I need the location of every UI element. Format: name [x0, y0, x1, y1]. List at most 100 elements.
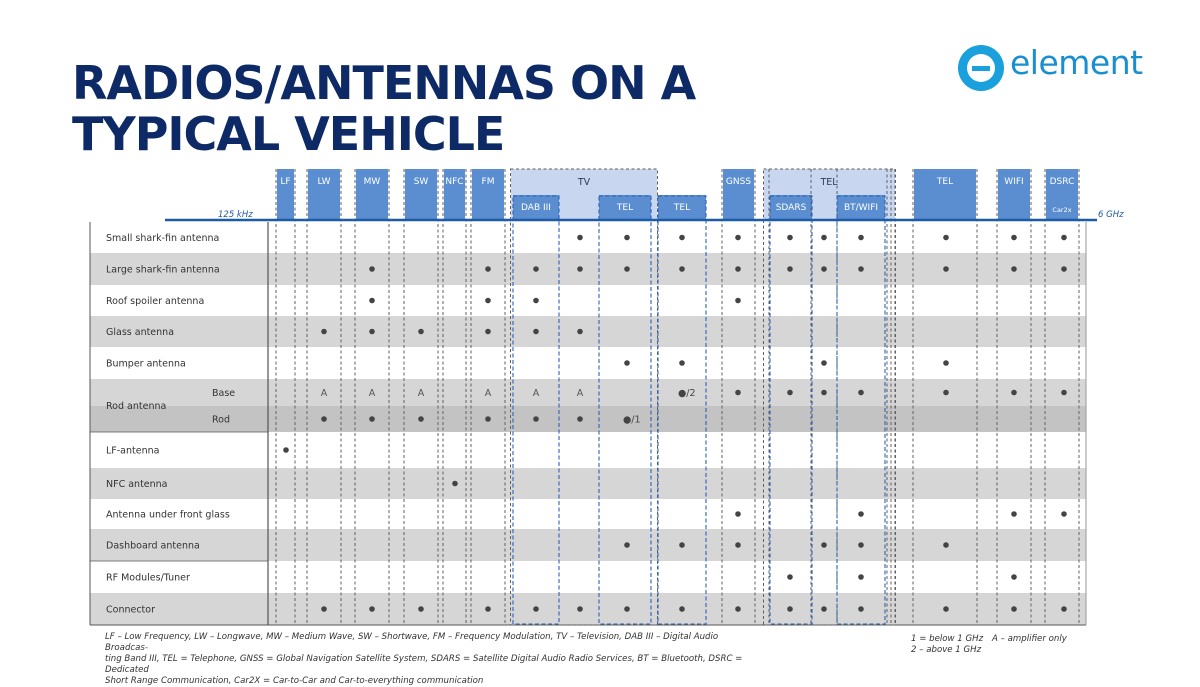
band-box-1 [308, 169, 340, 219]
mark-r12-c3 [418, 606, 424, 612]
mark-r9-c13 [858, 511, 864, 517]
row-label-5: Rod antenna [106, 401, 166, 412]
mark-r5-c1: A [321, 388, 328, 399]
sub-band-outline-2 [657, 195, 707, 625]
row-label-3: Glass antenna [106, 327, 174, 338]
mark-r1-c12 [821, 266, 827, 272]
mark-r5-c13 [858, 389, 864, 396]
row-label-2: Roof spoiler antenna [106, 296, 204, 307]
mark-r0-c7 [577, 234, 583, 241]
mark-r4-c9 [679, 360, 685, 366]
band-box-4 [444, 169, 465, 219]
band-box-5 [472, 169, 504, 219]
mark-r12-c7 [577, 606, 583, 612]
band-label-11: BT/WIFI [844, 203, 878, 213]
mark-r5-c15 [1011, 389, 1017, 396]
title-line-2: TYPICAL VEHICLE [72, 107, 505, 161]
row-label-7: LF-antenna [106, 446, 159, 457]
band-box-2 [356, 169, 388, 219]
mark-r4-c8 [624, 360, 630, 366]
band-box-3 [405, 169, 437, 219]
mark-r5-c12 [821, 389, 827, 396]
mark-r5-c6: A [533, 388, 540, 399]
band-box-13 [998, 169, 1030, 219]
band-label-3: SW [414, 177, 429, 187]
row-label-0: Small shark-fin antenna [106, 233, 219, 244]
mark-r0-c9 [679, 234, 685, 241]
mark-r10-c10 [735, 542, 741, 548]
mark-r6-c3 [418, 416, 424, 422]
sub-band-outline-0 [512, 195, 560, 625]
mark-r6-c5 [485, 416, 491, 422]
mark-r5-c7: A [577, 388, 584, 399]
row-bg-5 [90, 379, 1086, 406]
mark-r0-c8 [624, 234, 630, 241]
mark-r10-c14 [943, 542, 949, 548]
mark-r6-c6 [533, 416, 539, 422]
mark-r5-c10 [735, 389, 741, 396]
mark-r12-c2 [369, 606, 375, 612]
band-box-9 [723, 169, 754, 219]
row-label-9: Antenna under front glass [106, 510, 230, 521]
mark-r1-c9 [679, 266, 685, 272]
mark-r5-c11 [787, 389, 793, 396]
row-bg-1 [90, 253, 1086, 285]
legend-line-1: LF – Low Frequency, LW – Longwave, MW – … [105, 632, 719, 653]
mark-r0-c10 [735, 234, 741, 241]
element-logo: element [958, 43, 1158, 91]
band-label-12: TEL [936, 177, 953, 187]
sub-band-outline-3 [769, 195, 813, 625]
mark-r1-c7 [577, 266, 583, 272]
row-bg-10 [90, 529, 1086, 561]
mark-r12-c8 [624, 606, 630, 612]
band-label-6: DAB III [521, 203, 551, 213]
row-label-8: NFC antenna [106, 479, 168, 490]
mark-r10-c12 [821, 542, 827, 548]
element-logo-icon [958, 45, 1004, 91]
note-below-1ghz: 1 = below 1 GHz [911, 634, 984, 644]
mark-r0-c11 [787, 234, 793, 241]
mark-r12-c12 [821, 606, 827, 612]
mark-r1-c8 [624, 266, 630, 272]
band-label-7: TEL [616, 203, 633, 213]
mark-r0-c16 [1061, 234, 1067, 241]
row-label-1: Large shark-fin antenna [106, 265, 220, 276]
mark-r12-c5 [485, 606, 491, 612]
mark-r0-c15 [1011, 234, 1017, 241]
mark-r6-c2 [369, 416, 375, 422]
band-label-4: NFC [445, 177, 463, 187]
band-label-8: TEL [673, 203, 690, 213]
mark-r12-c13 [858, 606, 864, 612]
band-box-14 [1046, 169, 1078, 219]
mark-r11-c11 [787, 574, 793, 580]
mark-r2-c2 [369, 297, 375, 304]
mark-r11-c15 [1011, 574, 1017, 580]
mark-r3-c7 [577, 328, 583, 335]
tel-group-outline [763, 168, 896, 626]
band-label-9: GNSS [726, 177, 751, 187]
mark-r10-c9 [679, 542, 685, 548]
mark-r1-c6 [533, 266, 539, 272]
band-box-0 [277, 169, 294, 219]
band-box-10 [770, 195, 812, 219]
band-box-11 [837, 195, 885, 219]
band-label-5: FM [482, 177, 495, 187]
mark-r9-c15 [1011, 511, 1017, 517]
mark-r12-c16 [1061, 606, 1067, 612]
mark-r9-c16 [1061, 511, 1067, 517]
row-label-10: Dashboard antenna [106, 541, 200, 552]
mark-r12-c1 [321, 606, 327, 612]
band-box-8 [658, 195, 706, 219]
band-group-tv: TV [577, 177, 591, 188]
mark-r3-c3 [418, 328, 424, 335]
mark-r5-c9: ●/2 [678, 388, 696, 399]
axis-label-left: 125 kHz [218, 210, 253, 220]
mark-r12-c6 [533, 606, 539, 612]
mark-r12-c10 [735, 606, 741, 612]
mark-r10-c13 [858, 542, 864, 548]
row-label-11: RF Modules/Tuner [106, 573, 190, 584]
band-label-13: WIFI [1004, 177, 1023, 187]
note-above-1ghz: 2 – above 1 GHz [911, 645, 982, 655]
band-box-6 [513, 195, 559, 219]
